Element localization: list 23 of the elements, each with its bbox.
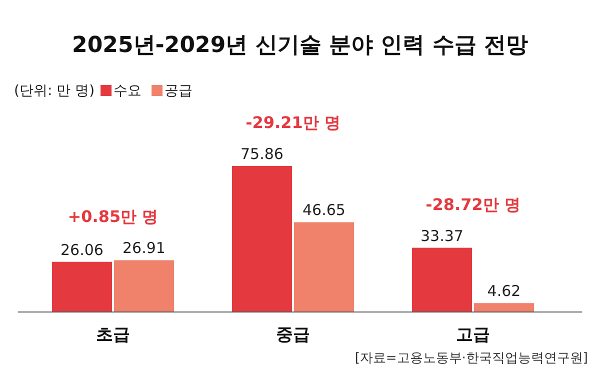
bar xyxy=(114,260,174,312)
chart-subtitle: (단위: 만 명) xyxy=(14,83,95,99)
x-tick-label: 중급 xyxy=(276,325,310,345)
legend-label: 수요 xyxy=(114,83,142,99)
data-label: 26.91 xyxy=(122,239,166,258)
text: [자료=고용노동부·한국직업능력연구원] xyxy=(354,351,588,366)
x-tick-label: 고급 xyxy=(456,325,490,345)
annotation: +0.85만 명 xyxy=(68,207,158,226)
x-tick-label: 초급 xyxy=(96,325,130,345)
bar xyxy=(474,303,534,312)
bar xyxy=(52,262,112,312)
data-label: 4.62 xyxy=(487,282,521,300)
data-label: 75.86 xyxy=(240,145,284,163)
legend-label: 공급 xyxy=(164,83,193,99)
bar xyxy=(232,166,292,312)
data-label: 33.37 xyxy=(420,226,464,245)
data-label: 46.65 xyxy=(302,201,346,220)
bar xyxy=(412,248,472,312)
bar xyxy=(294,222,354,312)
text: -29.21만 명 xyxy=(246,113,340,132)
annotation: -28.72만 명 xyxy=(426,194,520,214)
chart-title: 2025년-2029년 신기술 분야 인력 수급 전망 xyxy=(72,33,528,58)
data-label: 26.06 xyxy=(60,240,104,259)
